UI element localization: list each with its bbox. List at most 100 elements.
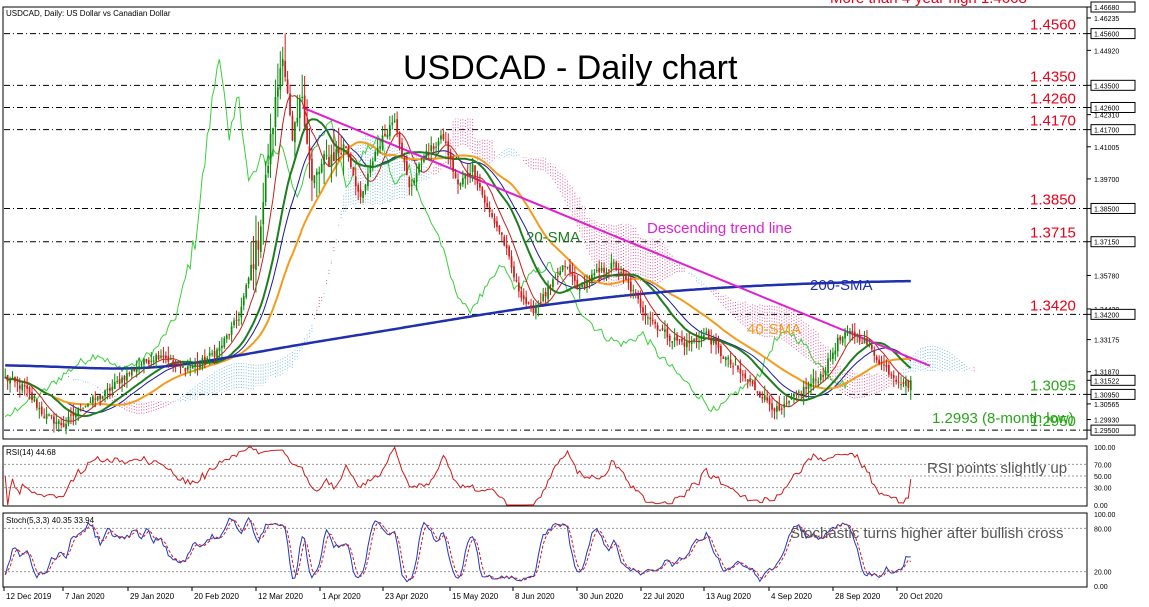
candle-body	[883, 364, 885, 366]
candle-body	[500, 232, 503, 235]
candle-body	[666, 328, 669, 338]
level-label-0: More than 4-year high 1.4668	[830, 0, 1027, 7]
candle-body	[595, 269, 598, 272]
candle-body	[909, 380, 912, 391]
candle-body	[729, 359, 732, 365]
y-tick-label: 1.41700	[1094, 128, 1119, 135]
candle-body	[634, 292, 637, 295]
rsi-note: RSI points slightly up	[927, 460, 1067, 477]
x-tick-label: 7 Jan 2020	[65, 592, 105, 601]
candle-body	[681, 338, 683, 342]
candle-body	[522, 295, 525, 300]
candle-body	[9, 379, 11, 384]
candle-body	[262, 202, 265, 225]
candle-body	[140, 364, 143, 366]
candle-body	[627, 281, 630, 284]
stoch-signal-line	[4, 518, 912, 582]
sma20-label: 20-SMA	[526, 229, 580, 246]
candle-body	[162, 355, 165, 358]
candle-body	[40, 406, 43, 415]
candle-body	[759, 392, 761, 398]
x-tick-label: 20 Oct 2020	[899, 592, 943, 601]
candle-body	[844, 332, 846, 339]
candle-body	[496, 221, 498, 228]
candle-body	[57, 420, 60, 424]
candle-body	[673, 337, 676, 341]
candle-body	[155, 354, 157, 362]
candle-body	[812, 378, 815, 384]
level-label-2: 1.4350	[1030, 68, 1076, 85]
y-tick-label: 1.35780	[1094, 273, 1119, 280]
candle-body	[347, 146, 350, 157]
level-label-1: 1.4560	[1030, 17, 1076, 34]
candle-body	[462, 178, 464, 185]
y-tick-label: 1.29930	[1094, 418, 1119, 425]
candle-body	[727, 357, 730, 360]
candle-body	[466, 172, 469, 176]
candle-body	[888, 365, 890, 375]
candle-body	[776, 406, 778, 412]
candle-body	[388, 125, 391, 137]
candle-body	[656, 325, 659, 331]
candle-body	[43, 416, 46, 418]
candle-body	[647, 317, 649, 319]
candle-body	[685, 341, 688, 348]
level-label-7: 1.3420	[1030, 297, 1076, 314]
candle-body	[661, 328, 664, 330]
y-tick-label: 1.41005	[1094, 145, 1119, 152]
candle-body	[469, 173, 472, 176]
rsi-tick-label: 70.00	[1094, 462, 1112, 469]
candle-body	[491, 213, 493, 217]
candle-body	[67, 416, 70, 424]
candle-body	[255, 240, 257, 270]
candle-body	[724, 357, 727, 361]
candle-body	[279, 68, 282, 90]
candle-body	[242, 296, 245, 306]
candle-body	[554, 277, 557, 279]
y-tick-label: 1.45600	[1094, 32, 1119, 39]
x-tick-label: 29 Jan 2020	[130, 592, 175, 601]
candle-body	[425, 150, 428, 160]
x-tick-label: 4 Sep 2020	[771, 592, 812, 601]
candle-body	[18, 385, 21, 389]
candle-body	[230, 326, 233, 335]
y-tick-label: 1.34200	[1094, 312, 1119, 319]
candle-body	[337, 147, 340, 153]
candle-body	[788, 401, 790, 403]
y-tick-label: 1.42310	[1094, 113, 1119, 120]
candle-body	[203, 356, 206, 363]
candle-body	[371, 161, 374, 166]
candle-body	[406, 161, 408, 176]
candle-body	[863, 338, 866, 344]
candle-body	[683, 342, 686, 347]
candle-body	[483, 195, 486, 203]
x-tick-label: 23 Apr 2020	[385, 592, 429, 601]
candle-body	[311, 158, 313, 181]
candle-body	[36, 399, 38, 408]
candle-body	[452, 157, 454, 172]
candle-body	[649, 317, 652, 320]
candle-body	[191, 365, 194, 369]
x-tick-label: 30 Jun 2020	[579, 592, 624, 601]
candle-body	[440, 135, 442, 140]
candle-body	[612, 262, 615, 264]
ichimoku-cloud	[68, 118, 975, 414]
chart-title: USDCAD - Daily chart	[403, 49, 738, 87]
candle-body	[342, 144, 345, 153]
candle-body	[668, 335, 671, 341]
level-label-5: 1.3850	[1030, 191, 1076, 208]
candle-body	[846, 332, 849, 334]
candle-body	[150, 360, 153, 362]
candle-body	[790, 397, 793, 400]
candle-body	[766, 397, 769, 401]
candle-body	[186, 366, 189, 370]
candle-body	[875, 356, 878, 361]
candle-body	[374, 152, 377, 162]
candle-body	[111, 386, 114, 391]
candle-body	[654, 321, 657, 324]
candle-body	[31, 392, 33, 400]
candle-body	[184, 368, 187, 372]
candle-body	[476, 178, 479, 184]
y-tag	[1090, 374, 1136, 386]
x-tick-label: 12 Mar 2020	[258, 592, 303, 601]
